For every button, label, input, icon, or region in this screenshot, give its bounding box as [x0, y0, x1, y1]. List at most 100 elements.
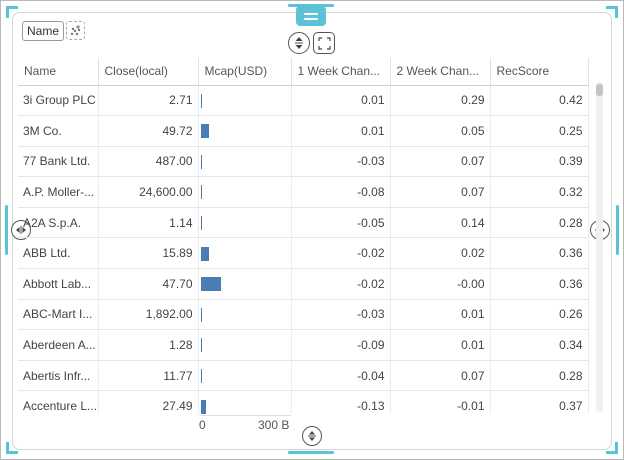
data-table: Name Close(local) Mcap(USD) 1 Week Chan... 2… — [18, 58, 590, 414]
mcap-cell — [198, 390, 292, 414]
name-cell: ABB Ltd. — [18, 237, 99, 270]
table-row[interactable]: 3i Group PLC 2.71 0.01 0.29 0.42 — [18, 85, 589, 117]
week2-change-cell: 0.01 — [390, 329, 491, 361]
table-row[interactable]: A2A S.p.A. 1.14 -0.05 0.14 0.28 — [18, 207, 589, 239]
sort-toggle-icon[interactable] — [288, 32, 310, 54]
close-cell: 11.77 — [98, 360, 199, 392]
resize-corner-top-right[interactable] — [606, 6, 618, 18]
resize-edge-top[interactable] — [288, 4, 334, 7]
mcap-bar — [200, 185, 202, 200]
expand-icon[interactable] — [313, 32, 335, 54]
table-header-row: Name Close(local) Mcap(USD) 1 Week Chan... 2… — [18, 58, 589, 86]
recscore-cell: 0.28 — [490, 360, 589, 392]
week1-change-cell: -0.03 — [291, 146, 391, 178]
week1-change-cell: -0.02 — [291, 237, 391, 270]
column-header[interactable]: 2 Week Chan... — [390, 58, 491, 86]
week1-change-cell: -0.02 — [291, 268, 391, 300]
mcap-axis-max-label: 300 B — [258, 418, 290, 432]
mcap-bar — [200, 307, 202, 322]
recscore-cell: 0.36 — [490, 268, 589, 300]
week1-change-cell: -0.04 — [291, 360, 391, 392]
close-cell: 1,892.00 — [98, 299, 199, 331]
resize-edge-right[interactable] — [616, 205, 619, 255]
recscore-cell: 0.34 — [490, 329, 589, 361]
scrollbar-thumb[interactable] — [596, 84, 603, 96]
table-row[interactable]: ABC-Mart I... 1,892.00 -0.03 0.01 0.26 — [18, 299, 589, 331]
name-cell: A.P. Moller-... — [18, 176, 99, 208]
name-cell: Abertis Infr... — [18, 360, 99, 392]
column-header[interactable]: Name — [18, 58, 99, 86]
name-cell: 3i Group PLC — [18, 85, 99, 117]
week2-change-cell: 0.07 — [390, 176, 491, 208]
mcap-bar — [200, 124, 210, 139]
resize-corner-top-left[interactable] — [6, 6, 18, 18]
week2-change-cell: -0.00 — [390, 268, 491, 300]
table-row[interactable]: Abertis Infr... 11.77 -0.04 0.07 0.28 — [18, 360, 589, 392]
mcap-bar — [200, 216, 202, 231]
resize-edge-left[interactable] — [5, 205, 8, 255]
mcap-bar — [200, 154, 202, 169]
mcap-cell — [198, 115, 292, 147]
column-header[interactable]: RecScore — [490, 58, 589, 86]
resize-corner-bottom-right[interactable] — [606, 442, 618, 454]
mcap-bar — [200, 399, 207, 414]
close-cell: 27.49 — [98, 390, 199, 414]
mcap-bar — [200, 246, 210, 261]
table-row[interactable]: Aberdeen A... 1.28 -0.09 0.01 0.34 — [18, 329, 589, 361]
mcap-bar — [200, 369, 202, 384]
week2-change-cell: 0.29 — [390, 85, 491, 117]
close-cell: 2.71 — [98, 85, 199, 117]
week2-change-cell: 0.14 — [390, 207, 491, 239]
week1-change-cell: 0.01 — [291, 85, 391, 117]
week2-change-cell: 0.01 — [390, 299, 491, 331]
recscore-cell: 0.36 — [490, 237, 589, 270]
resize-corner-bottom-left[interactable] — [6, 442, 18, 454]
mcap-cell — [198, 207, 292, 239]
bottom-resize-toggle-icon[interactable] — [302, 426, 322, 446]
name-cell: Accenture L... — [18, 390, 99, 414]
column-header[interactable]: Close(local) — [98, 58, 199, 86]
recscore-cell: 0.37 — [490, 390, 589, 414]
mcap-bar — [200, 93, 202, 108]
add-visualization-icon[interactable] — [66, 21, 85, 40]
week1-change-cell: -0.05 — [291, 207, 391, 239]
recscore-cell: 0.26 — [490, 299, 589, 331]
mcap-cell — [198, 146, 292, 178]
week1-change-cell: -0.09 — [291, 329, 391, 361]
mcap-bar — [200, 277, 222, 292]
name-field-chip[interactable]: Name — [22, 21, 65, 41]
name-cell: ABC-Mart I... — [18, 299, 99, 331]
recscore-cell: 0.32 — [490, 176, 589, 208]
column-header[interactable]: 1 Week Chan... — [291, 58, 391, 86]
recscore-cell: 0.25 — [490, 115, 589, 147]
table-row[interactable]: Abbott Lab... 47.70 -0.02 -0.00 0.36 — [18, 268, 589, 300]
table-row[interactable]: A.P. Moller-... 24,600.00 -0.08 0.07 0.32 — [18, 176, 589, 208]
close-cell: 487.00 — [98, 146, 199, 178]
mcap-cell — [198, 329, 292, 361]
week1-change-cell: 0.01 — [291, 115, 391, 147]
mcap-axis-min-label: 0 — [199, 418, 206, 432]
name-cell: 3M Co. — [18, 115, 99, 147]
vertical-scrollbar[interactable] — [596, 82, 603, 412]
move-handle-icon[interactable] — [296, 6, 326, 26]
close-cell: 1.14 — [98, 207, 199, 239]
column-header[interactable]: Mcap(USD) — [198, 58, 292, 86]
mcap-axis-line — [199, 415, 291, 416]
name-cell: 77 Bank Ltd. — [18, 146, 99, 178]
resize-edge-bottom[interactable] — [288, 451, 334, 454]
table-row[interactable]: ABB Ltd. 15.89 -0.02 0.02 0.36 — [18, 237, 589, 270]
week2-change-cell: 0.05 — [390, 115, 491, 147]
recscore-cell: 0.39 — [490, 146, 589, 178]
table-row[interactable]: Accenture L... 27.49 -0.13 -0.01 0.37 — [18, 390, 589, 414]
table-row[interactable]: 3M Co. 49.72 0.01 0.05 0.25 — [18, 115, 589, 147]
mcap-cell — [198, 237, 292, 270]
table-row[interactable]: 77 Bank Ltd. 487.00 -0.03 0.07 0.39 — [18, 146, 589, 178]
close-cell: 1.28 — [98, 329, 199, 361]
mcap-cell — [198, 360, 292, 392]
week2-change-cell: 0.07 — [390, 360, 491, 392]
week1-change-cell: -0.03 — [291, 299, 391, 331]
week1-change-cell: -0.08 — [291, 176, 391, 208]
close-cell: 15.89 — [98, 237, 199, 270]
mcap-cell — [198, 176, 292, 208]
name-cell: A2A S.p.A. — [18, 207, 99, 239]
